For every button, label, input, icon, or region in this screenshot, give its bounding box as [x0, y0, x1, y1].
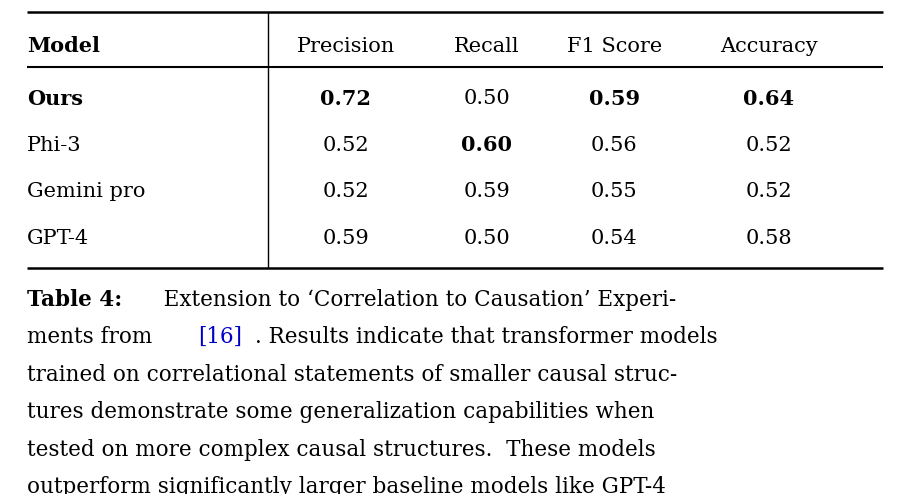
- Text: . Results indicate that transformer models: . Results indicate that transformer mode…: [255, 326, 717, 348]
- Text: 0.54: 0.54: [591, 229, 638, 247]
- Text: Gemini pro: Gemini pro: [27, 182, 146, 201]
- Text: 0.58: 0.58: [745, 229, 793, 247]
- Text: 0.52: 0.52: [322, 136, 369, 155]
- Text: 0.55: 0.55: [591, 182, 638, 201]
- Text: 0.52: 0.52: [745, 182, 793, 201]
- Text: Recall: Recall: [454, 37, 520, 56]
- Text: 0.56: 0.56: [591, 136, 638, 155]
- Text: 0.50: 0.50: [463, 229, 511, 247]
- Text: 0.60: 0.60: [461, 135, 512, 155]
- Text: outperform significantly larger baseline models like GPT-4: outperform significantly larger baseline…: [27, 476, 666, 494]
- Text: GPT-4: GPT-4: [27, 229, 89, 247]
- Text: trained on correlational statements of smaller causal struc-: trained on correlational statements of s…: [27, 364, 678, 386]
- Text: 0.64: 0.64: [743, 89, 794, 109]
- Text: Phi-3: Phi-3: [27, 136, 82, 155]
- Text: Extension to ‘Correlation to Causation’ Experi-: Extension to ‘Correlation to Causation’ …: [150, 288, 676, 311]
- Text: F1 Score: F1 Score: [567, 37, 662, 56]
- Text: 0.50: 0.50: [463, 89, 511, 108]
- Text: ments from: ments from: [27, 326, 159, 348]
- Text: Ours: Ours: [27, 89, 84, 109]
- Text: tures demonstrate some generalization capabilities when: tures demonstrate some generalization ca…: [27, 401, 654, 423]
- Text: [16]: [16]: [197, 326, 242, 348]
- Text: 0.59: 0.59: [463, 182, 511, 201]
- Text: Table 4:: Table 4:: [27, 288, 123, 311]
- Text: 0.52: 0.52: [322, 182, 369, 201]
- Text: Model: Model: [27, 37, 100, 56]
- Text: 0.59: 0.59: [589, 89, 640, 109]
- Text: Precision: Precision: [297, 37, 395, 56]
- Text: Accuracy: Accuracy: [720, 37, 818, 56]
- Text: 0.72: 0.72: [320, 89, 371, 109]
- Text: 0.52: 0.52: [745, 136, 793, 155]
- Text: 0.59: 0.59: [322, 229, 369, 247]
- Text: tested on more complex causal structures.  These models: tested on more complex causal structures…: [27, 439, 656, 460]
